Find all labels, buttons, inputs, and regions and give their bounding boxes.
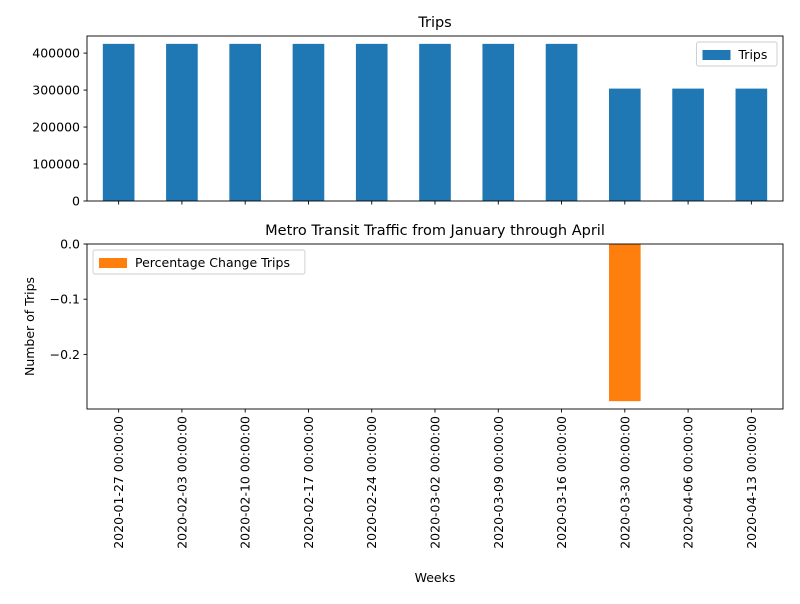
- x-tick-label: 2020-02-24 00:00:00: [364, 416, 379, 549]
- bar-trips-2: [229, 43, 261, 201]
- x-tick-label: 2020-03-16 00:00:00: [554, 416, 569, 549]
- x-tick-label: 2020-02-17 00:00:00: [301, 416, 316, 549]
- x-tick-label: 2020-02-03 00:00:00: [174, 416, 189, 549]
- y-axis-label: Number of Trips: [22, 277, 37, 376]
- x-axis-label: Weeks: [415, 570, 456, 585]
- trips-panel: 0 100000 200000 300000 400000 Trips Trips: [32, 15, 784, 209]
- chart-title: Metro Transit Traffic from January throu…: [265, 223, 605, 239]
- bar-trips-4: [355, 43, 388, 201]
- percentage-change-panel: 0.0 −0.1 −0.2 2020-01-27 00:00:00 2020-02-03…: [22, 223, 784, 585]
- bar-trips-0: [102, 43, 135, 201]
- x-tick-label: 2020-03-09 00:00:00: [491, 416, 506, 549]
- y-tick-label: 0: [72, 194, 80, 209]
- chart-title: Trips: [417, 15, 451, 31]
- x-tick-label: 2020-03-30 00:00:00: [617, 416, 632, 549]
- y-tick-label: −0.1: [50, 292, 80, 307]
- y-tick-label: 100000: [32, 157, 80, 172]
- y-tick-label: 0.0: [60, 237, 80, 252]
- bar-percentage-change-trips-8: [609, 244, 641, 402]
- y-tick-label: 400000: [32, 46, 80, 61]
- legend-swatch-trips: [702, 50, 731, 60]
- bar-trips-5: [419, 43, 451, 201]
- x-tick-label: 2020-01-27 00:00:00: [111, 416, 126, 549]
- legend-entry-percentage-change-trips: Percentage Change Trips: [135, 255, 290, 270]
- legend-entry-trips: Trips: [738, 47, 768, 62]
- bar-trips-6: [482, 43, 515, 201]
- y-tick-label: 200000: [32, 120, 80, 135]
- legend: Trips: [696, 41, 778, 67]
- y-tick-label: −0.2: [50, 347, 80, 362]
- bar-trips-9: [672, 88, 704, 201]
- bar-trips-7: [545, 43, 578, 201]
- x-tick-label: 2020-04-06 00:00:00: [681, 416, 696, 549]
- y-tick-label: 300000: [32, 83, 80, 98]
- legend-box: [92, 249, 306, 275]
- bar-trips-1: [166, 43, 198, 201]
- x-tick-label: 2020-02-10 00:00:00: [238, 416, 253, 549]
- bar-trips-8: [609, 88, 641, 201]
- bar-trips-3: [292, 43, 325, 201]
- legend: Percentage Change Trips: [92, 249, 306, 275]
- x-tick-label: 2020-04-13 00:00:00: [744, 416, 759, 549]
- bar-trips-10: [735, 88, 768, 201]
- legend-swatch-percentage-change-trips: [99, 258, 127, 268]
- x-tick-label: 2020-03-02 00:00:00: [428, 416, 443, 549]
